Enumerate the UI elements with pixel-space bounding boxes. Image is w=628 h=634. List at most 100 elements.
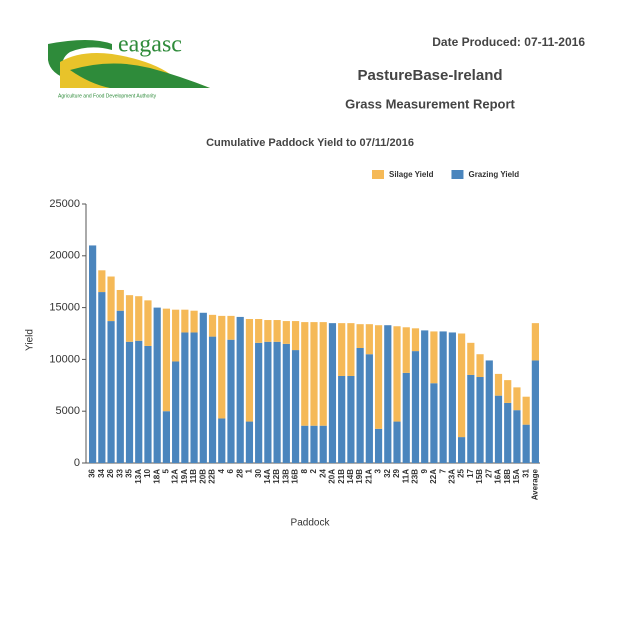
bar-segment — [107, 276, 115, 322]
bar-segment — [494, 373, 503, 396]
bar-segment — [227, 339, 235, 463]
date: Date Produced: 07-11-2016 — [432, 35, 585, 49]
x-tick-label: 24 — [318, 468, 327, 477]
bar-segment — [162, 308, 171, 412]
bar-segment — [476, 354, 484, 378]
bar-segment — [255, 318, 263, 343]
bar-segment — [162, 411, 171, 463]
x-tick-label: 34 — [97, 468, 106, 477]
bar-segment — [125, 341, 134, 463]
x-tick-label: 17 — [466, 468, 475, 477]
x-tick-label: 19B — [355, 469, 364, 484]
x-tick-label: 13A — [134, 469, 143, 484]
bar-segment — [467, 342, 475, 375]
bar-segment — [172, 309, 180, 362]
bar-segment — [467, 374, 475, 463]
bar-segment — [457, 333, 466, 438]
x-tick-label: 16A — [494, 469, 503, 484]
x-tick-label: 31 — [521, 468, 530, 477]
x-tick-label: 23A — [447, 469, 456, 484]
bar-segment — [522, 424, 530, 463]
bar-segment — [273, 341, 281, 463]
bar-segment — [374, 325, 383, 429]
bar-segment — [301, 425, 309, 463]
bar-segment — [430, 383, 438, 463]
x-tick-label: 20B — [198, 469, 207, 484]
x-tick-label: 12B — [272, 469, 281, 484]
bar-segment — [144, 345, 152, 463]
bar-segment — [485, 360, 493, 463]
x-tick-label: 8 — [300, 468, 309, 473]
bar-segment — [218, 315, 226, 419]
bar-segment — [439, 331, 447, 463]
tagline: Agriculture and Food Development Authori… — [58, 93, 157, 99]
bar-segment — [291, 321, 300, 351]
bar-segment — [347, 323, 355, 376]
x-tick-label: 26 — [106, 468, 115, 477]
bar-segment — [513, 410, 521, 463]
bar-segment — [374, 428, 383, 463]
x-tick-label: 32 — [383, 468, 392, 477]
bar-segment — [430, 331, 438, 384]
bar-segment — [218, 418, 226, 463]
bar-segment — [190, 310, 198, 333]
y-tick-label: 25000 — [49, 198, 80, 210]
x-tick-label: 6 — [226, 468, 235, 473]
report-title: PastureBase-Ireland — [357, 67, 502, 84]
logo: eagasc Agriculture and Food Development … — [48, 32, 210, 99]
x-tick-label: 16B — [291, 469, 300, 484]
bar-segment — [531, 323, 539, 361]
y-tick-label: 15000 — [49, 302, 80, 314]
bar-segment — [338, 323, 346, 376]
bar-segment — [365, 324, 373, 355]
legend-label: Grazing Yield — [468, 170, 519, 179]
bar-segment — [402, 372, 410, 463]
bar-segment — [457, 437, 466, 463]
bar-segment — [255, 342, 263, 463]
bar-segment — [393, 421, 401, 463]
bar-segment — [384, 325, 392, 463]
bar-segment — [448, 332, 456, 463]
bar-segment — [291, 350, 300, 463]
x-tick-label: 23B — [411, 469, 420, 484]
bar-segment — [181, 309, 189, 333]
y-tick-label: 10000 — [49, 353, 80, 365]
bar-segment — [264, 320, 272, 342]
bar-segment — [116, 289, 124, 311]
bar-segment — [411, 351, 420, 463]
x-tick-label: 18A — [152, 469, 161, 484]
bar-segment — [338, 375, 346, 463]
bar-segment — [172, 361, 180, 463]
x-tick-label: 30 — [254, 468, 263, 477]
x-tick-label: 25 — [457, 468, 466, 477]
bar-segment — [476, 377, 484, 463]
bar-segment — [513, 387, 521, 411]
x-tick-label: 28 — [235, 468, 244, 477]
bar-segment — [494, 395, 503, 463]
bar-segment — [402, 327, 410, 373]
x-tick-label: 22A — [429, 469, 438, 484]
bar-segment — [181, 332, 189, 463]
bar-segment — [522, 396, 530, 425]
bar-segment — [347, 375, 355, 463]
logo-mark — [48, 40, 112, 80]
bar-segment — [356, 324, 364, 349]
x-tick-label: 11B — [189, 469, 198, 483]
bar-segment — [98, 270, 106, 293]
y-axis-label: Yield — [25, 329, 36, 351]
x-tick-label: 15B — [475, 469, 484, 484]
bar-segment — [310, 322, 318, 426]
bar-segment — [245, 421, 254, 463]
bar-segment — [135, 296, 143, 341]
bar-segment — [282, 321, 290, 344]
bar-segment — [125, 295, 134, 342]
x-tick-label: 3 — [374, 468, 383, 473]
bar-segment — [411, 328, 420, 352]
x-tick-label: 10 — [143, 468, 152, 477]
bar-segment — [190, 332, 198, 463]
x-tick-label: 5 — [162, 468, 171, 473]
x-tick-label: 9 — [420, 468, 429, 473]
x-tick-label: 14A — [263, 469, 272, 484]
bar-segment — [153, 307, 161, 463]
